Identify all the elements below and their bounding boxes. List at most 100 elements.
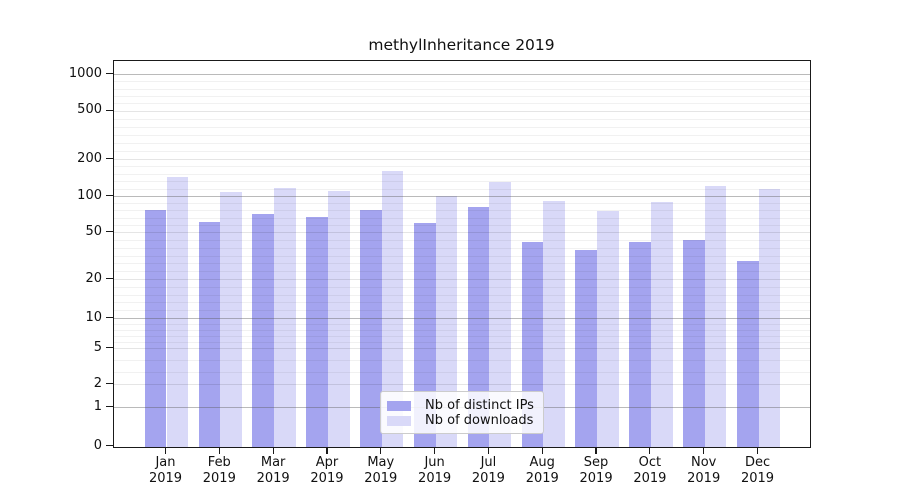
- x-tick-label-jun: Jun 2019: [418, 455, 452, 486]
- legend-label-distinct-ips: Nb of distinct IPs: [425, 398, 534, 413]
- x-tick-mark-jan: [164, 447, 167, 454]
- gridline-140: [114, 181, 810, 183]
- gridline-7: [114, 336, 810, 337]
- bar-distinct-ips-jul: [467, 206, 490, 447]
- bar-distinct-ips-mar: [252, 213, 275, 447]
- gridline-14: [114, 302, 810, 304]
- gridline-35: [114, 255, 810, 257]
- y-tick-label-10: 10: [85, 309, 102, 325]
- x-tick-label-may: May 2019: [364, 455, 398, 486]
- bar-downloads-jun: [435, 196, 458, 447]
- x-tick-mark-jul: [487, 447, 489, 454]
- y-tick-label-2: 2: [93, 375, 102, 391]
- x-tick-label-dec: Dec 2019: [740, 455, 775, 486]
- gridline-18: [114, 286, 810, 288]
- gridlines-layer: [114, 61, 810, 447]
- gridline-8: [114, 330, 810, 331]
- bar-downloads-mar: [274, 188, 296, 447]
- x-tick-mark-apr: [326, 447, 328, 454]
- gridline-25: [114, 271, 810, 273]
- gridline-700: [114, 96, 810, 98]
- y-tick-label-0: 0: [93, 437, 102, 453]
- x-tick-mark-may: [380, 447, 382, 454]
- bar-distinct-ips-jan: [144, 210, 167, 447]
- bar-downloads-dec: [758, 189, 781, 447]
- x-tick-label-mar: Mar 2019: [256, 455, 290, 486]
- legend-item-distinct-ips: Nb of distinct IPs: [387, 398, 535, 413]
- x-tick-mark-mar: [272, 447, 274, 454]
- x-tick-mark-feb: [218, 447, 220, 454]
- y-tick-label-500: 500: [77, 102, 102, 118]
- chart-title: methylInheritance 2019: [368, 36, 555, 54]
- y-tick-mark-5: [106, 346, 113, 349]
- x-tick-mark-jun: [434, 447, 436, 454]
- gridline-180: [114, 166, 810, 168]
- legend-item-downloads: Nb of downloads: [387, 413, 535, 428]
- y-tick-label-100: 100: [77, 187, 102, 203]
- x-tick-label-aug: Aug 2019: [525, 455, 559, 486]
- x-tick-label-oct: Oct 2019: [633, 455, 667, 486]
- y-tick-mark-50: [106, 230, 113, 233]
- gridline-3: [114, 372, 810, 373]
- gridline-5: [114, 348, 810, 349]
- gridline-4: [114, 360, 810, 361]
- bar-downloads-sep: [597, 210, 619, 447]
- gridline-40: [114, 247, 810, 249]
- bar-distinct-ips-nov: [683, 240, 705, 447]
- y-tick-label-200: 200: [77, 150, 102, 166]
- gridline-45: [114, 239, 810, 241]
- legend-swatch-distinct-ips-icon: [387, 400, 411, 411]
- gridline-20: [114, 279, 810, 280]
- x-tick-mark-sep: [595, 447, 597, 454]
- y-tick-mark-2: [106, 382, 113, 385]
- gridline-120: [114, 188, 810, 190]
- x-tick-label-sep: Sep 2019: [579, 455, 613, 486]
- bar-distinct-ips-apr: [306, 217, 328, 447]
- x-tick-label-feb: Feb 2019: [202, 455, 236, 486]
- y-tick-label-20: 20: [85, 270, 102, 286]
- bar-downloads-aug: [543, 200, 565, 447]
- x-tick-label-apr: Apr 2019: [310, 455, 344, 486]
- gridline-200: [114, 159, 810, 160]
- gridline-10: [114, 318, 810, 319]
- gridline-100: [114, 196, 810, 197]
- y-tick-mark-0: [106, 444, 113, 447]
- x-tick-mark-nov: [703, 447, 705, 454]
- y-tick-mark-20: [106, 277, 113, 280]
- gridline-450: [114, 118, 810, 120]
- bar-distinct-ips-sep: [575, 249, 598, 447]
- gridline-16: [114, 294, 810, 296]
- gridline-1000: [114, 74, 810, 75]
- x-tick-mark-aug: [541, 447, 543, 454]
- gridline-300: [114, 142, 810, 144]
- x-tick-label-jul: Jul 2019: [471, 455, 505, 486]
- y-tick-mark-1: [106, 405, 113, 408]
- y-tick-mark-10: [106, 316, 113, 319]
- bar-downloads-feb: [220, 192, 242, 447]
- y-tick-mark-200: [106, 157, 113, 160]
- y-tick-label-1: 1: [93, 398, 102, 414]
- gridline-90: [114, 203, 810, 205]
- legend-label-downloads: Nb of downloads: [425, 413, 534, 428]
- gridline-70: [114, 217, 810, 219]
- gridline-60: [114, 224, 810, 226]
- gridline-12: [114, 310, 810, 312]
- y-tick-label-5: 5: [93, 339, 102, 355]
- gridline-400: [114, 126, 810, 128]
- y-tick-mark-500: [106, 109, 113, 111]
- x-tick-mark-oct: [649, 447, 651, 454]
- bar-distinct-ips-may: [360, 210, 382, 447]
- bar-downloads-may: [381, 170, 404, 447]
- legend: Nb of distinct IPs Nb of downloads: [380, 391, 544, 434]
- gridline-2: [114, 384, 810, 385]
- y-tick-label-1000: 1000: [68, 65, 102, 81]
- gridline-500: [114, 110, 810, 112]
- gridline-80: [114, 210, 810, 212]
- bar-distinct-ips-feb: [198, 222, 221, 447]
- x-tick-label-nov: Nov 2019: [687, 455, 721, 486]
- y-tick-mark-1000: [106, 72, 113, 75]
- gridline-350: [114, 134, 810, 136]
- gridline-250: [114, 150, 810, 152]
- plot-area: [113, 60, 811, 448]
